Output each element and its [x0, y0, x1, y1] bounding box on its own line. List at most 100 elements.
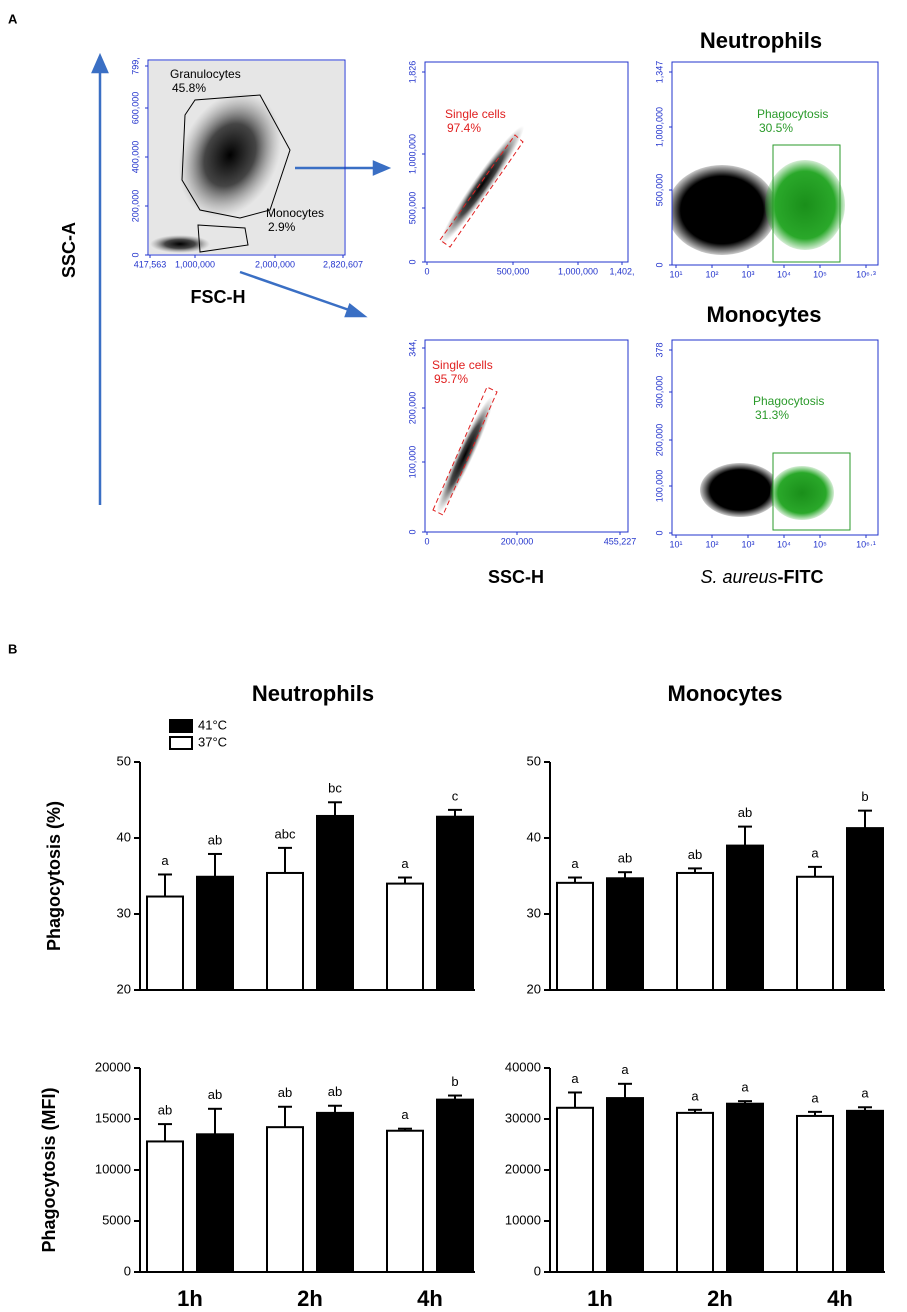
- x-tick-label: 10⁴: [777, 269, 791, 279]
- bar: [606, 1097, 644, 1273]
- significance-letter: ab: [328, 1084, 342, 1099]
- y-tick-label: 1,347: [654, 61, 664, 84]
- panel-label: A: [8, 11, 18, 26]
- gate-name: Single cells: [432, 358, 493, 372]
- significance-letter: a: [401, 1107, 409, 1122]
- y-tick-label: 344,: [407, 339, 417, 357]
- x-tick-label: 1,000,000: [558, 266, 598, 276]
- x-tick-label: 10⁴: [777, 539, 791, 549]
- y-tick-label: 20: [117, 981, 131, 996]
- y-tick-label: 0: [124, 1263, 131, 1278]
- significance-letter: ab: [208, 1087, 222, 1102]
- y-tick-label: 20: [527, 981, 541, 996]
- significance-letter: a: [401, 856, 409, 871]
- gate-name: Granulocytes: [170, 67, 241, 81]
- gate-percent: 2.9%: [268, 220, 296, 234]
- bar: [846, 1109, 884, 1273]
- y-tick-label: 30: [527, 905, 541, 920]
- legend-label: 37°C: [198, 734, 227, 749]
- bar: [796, 1114, 834, 1273]
- x-tick-label: 417,563: [134, 259, 167, 269]
- y-tick-label: 1,826: [407, 61, 417, 84]
- x-tick-label: 455,227: [604, 536, 637, 546]
- x-tick-label: 10²: [705, 269, 718, 279]
- x-tick-label: 10⁶·³: [856, 269, 876, 279]
- bar: [316, 1111, 354, 1273]
- significance-letter: bc: [328, 781, 342, 796]
- gate-name: Single cells: [445, 107, 506, 121]
- plot-frame: [671, 61, 879, 266]
- significance-letter: b: [451, 1074, 458, 1089]
- bar: [676, 871, 714, 992]
- gates: [181, 94, 851, 531]
- significance-letter: a: [571, 1071, 579, 1086]
- axis-title: SSC-A: [59, 222, 79, 278]
- y-tick-label: 0: [654, 262, 664, 267]
- y-tick-label: 0: [407, 259, 417, 264]
- bar: [796, 875, 834, 992]
- y-tick-label: 400,000: [130, 141, 140, 174]
- y-tick-label: 20000: [95, 1059, 131, 1074]
- axis-title: Phagocytosis (MFI): [39, 1087, 59, 1252]
- bar: [316, 814, 354, 992]
- significance-letter: ab: [618, 851, 632, 866]
- flow-clouds: [149, 61, 845, 520]
- significance-letter: ab: [278, 1085, 292, 1100]
- y-tick-label: 200,000: [130, 190, 140, 223]
- significance-letter: ab: [738, 805, 752, 820]
- gate-name: Phagocytosis: [757, 107, 828, 121]
- y-tick-label: 378: [654, 342, 664, 357]
- x-tick-label: 0: [424, 536, 429, 546]
- significance-letter: a: [811, 845, 819, 860]
- x-tick-label: 1h: [177, 1286, 203, 1311]
- y-tick-label: 20000: [505, 1161, 541, 1176]
- y-tick-label: 5000: [102, 1212, 131, 1227]
- bar: [726, 844, 764, 991]
- significance-letter: ab: [208, 832, 222, 847]
- bar: [606, 877, 644, 992]
- x-tick-label: 2h: [297, 1286, 323, 1311]
- x-tick-label: 2,820,607: [323, 259, 363, 269]
- x-tick-label: 10³: [741, 539, 754, 549]
- x-tick-label: 0: [424, 266, 429, 276]
- y-tick-label: 50: [117, 753, 131, 768]
- y-tick-label: 30: [117, 905, 131, 920]
- significance-letter: a: [621, 1062, 629, 1077]
- y-tick-label: 30000: [505, 1110, 541, 1125]
- x-tick-label: 10¹: [669, 539, 682, 549]
- significance-letter: b: [861, 789, 868, 804]
- bar: [266, 871, 304, 992]
- significance-letter: ab: [688, 847, 702, 862]
- bar: [146, 1140, 184, 1273]
- bar: [386, 882, 424, 991]
- plot-title: Monocytes: [707, 302, 822, 327]
- axis-title-italic: S. aureus: [700, 567, 777, 587]
- significance-letter: a: [861, 1086, 869, 1101]
- bar: [146, 895, 184, 992]
- chart-title: Monocytes: [668, 681, 783, 706]
- gate-percent: 30.5%: [759, 121, 793, 135]
- y-tick-label: 500,000: [654, 174, 664, 207]
- gate-percent: 31.3%: [755, 408, 789, 422]
- y-tick-label: 799,: [130, 57, 140, 75]
- panel-label: B: [8, 641, 17, 656]
- y-tick-label: 1,000,000: [654, 107, 664, 147]
- y-tick-label: 40000: [505, 1059, 541, 1074]
- axis-title: SSC-H: [488, 567, 544, 587]
- x-tick-label: 2h: [707, 1286, 733, 1311]
- x-tick-label: 1,000,000: [175, 259, 215, 269]
- axis-title: S. aureus-FITC: [700, 567, 823, 587]
- y-tick-label: 0: [534, 1263, 541, 1278]
- y-tick-label: 50: [527, 753, 541, 768]
- plot-frame: [671, 339, 879, 536]
- bar: [556, 881, 594, 992]
- y-tick-label: 15000: [95, 1110, 131, 1125]
- significance-letter: ab: [158, 1103, 172, 1118]
- gate-name: Phagocytosis: [753, 394, 824, 408]
- y-tick-label: 300,000: [654, 376, 664, 409]
- gate-percent: 95.7%: [434, 372, 468, 386]
- x-tick-label: 4h: [827, 1286, 853, 1311]
- x-tick-label: 4h: [417, 1286, 443, 1311]
- bar: [556, 1106, 594, 1274]
- gate-percent: 45.8%: [172, 81, 206, 95]
